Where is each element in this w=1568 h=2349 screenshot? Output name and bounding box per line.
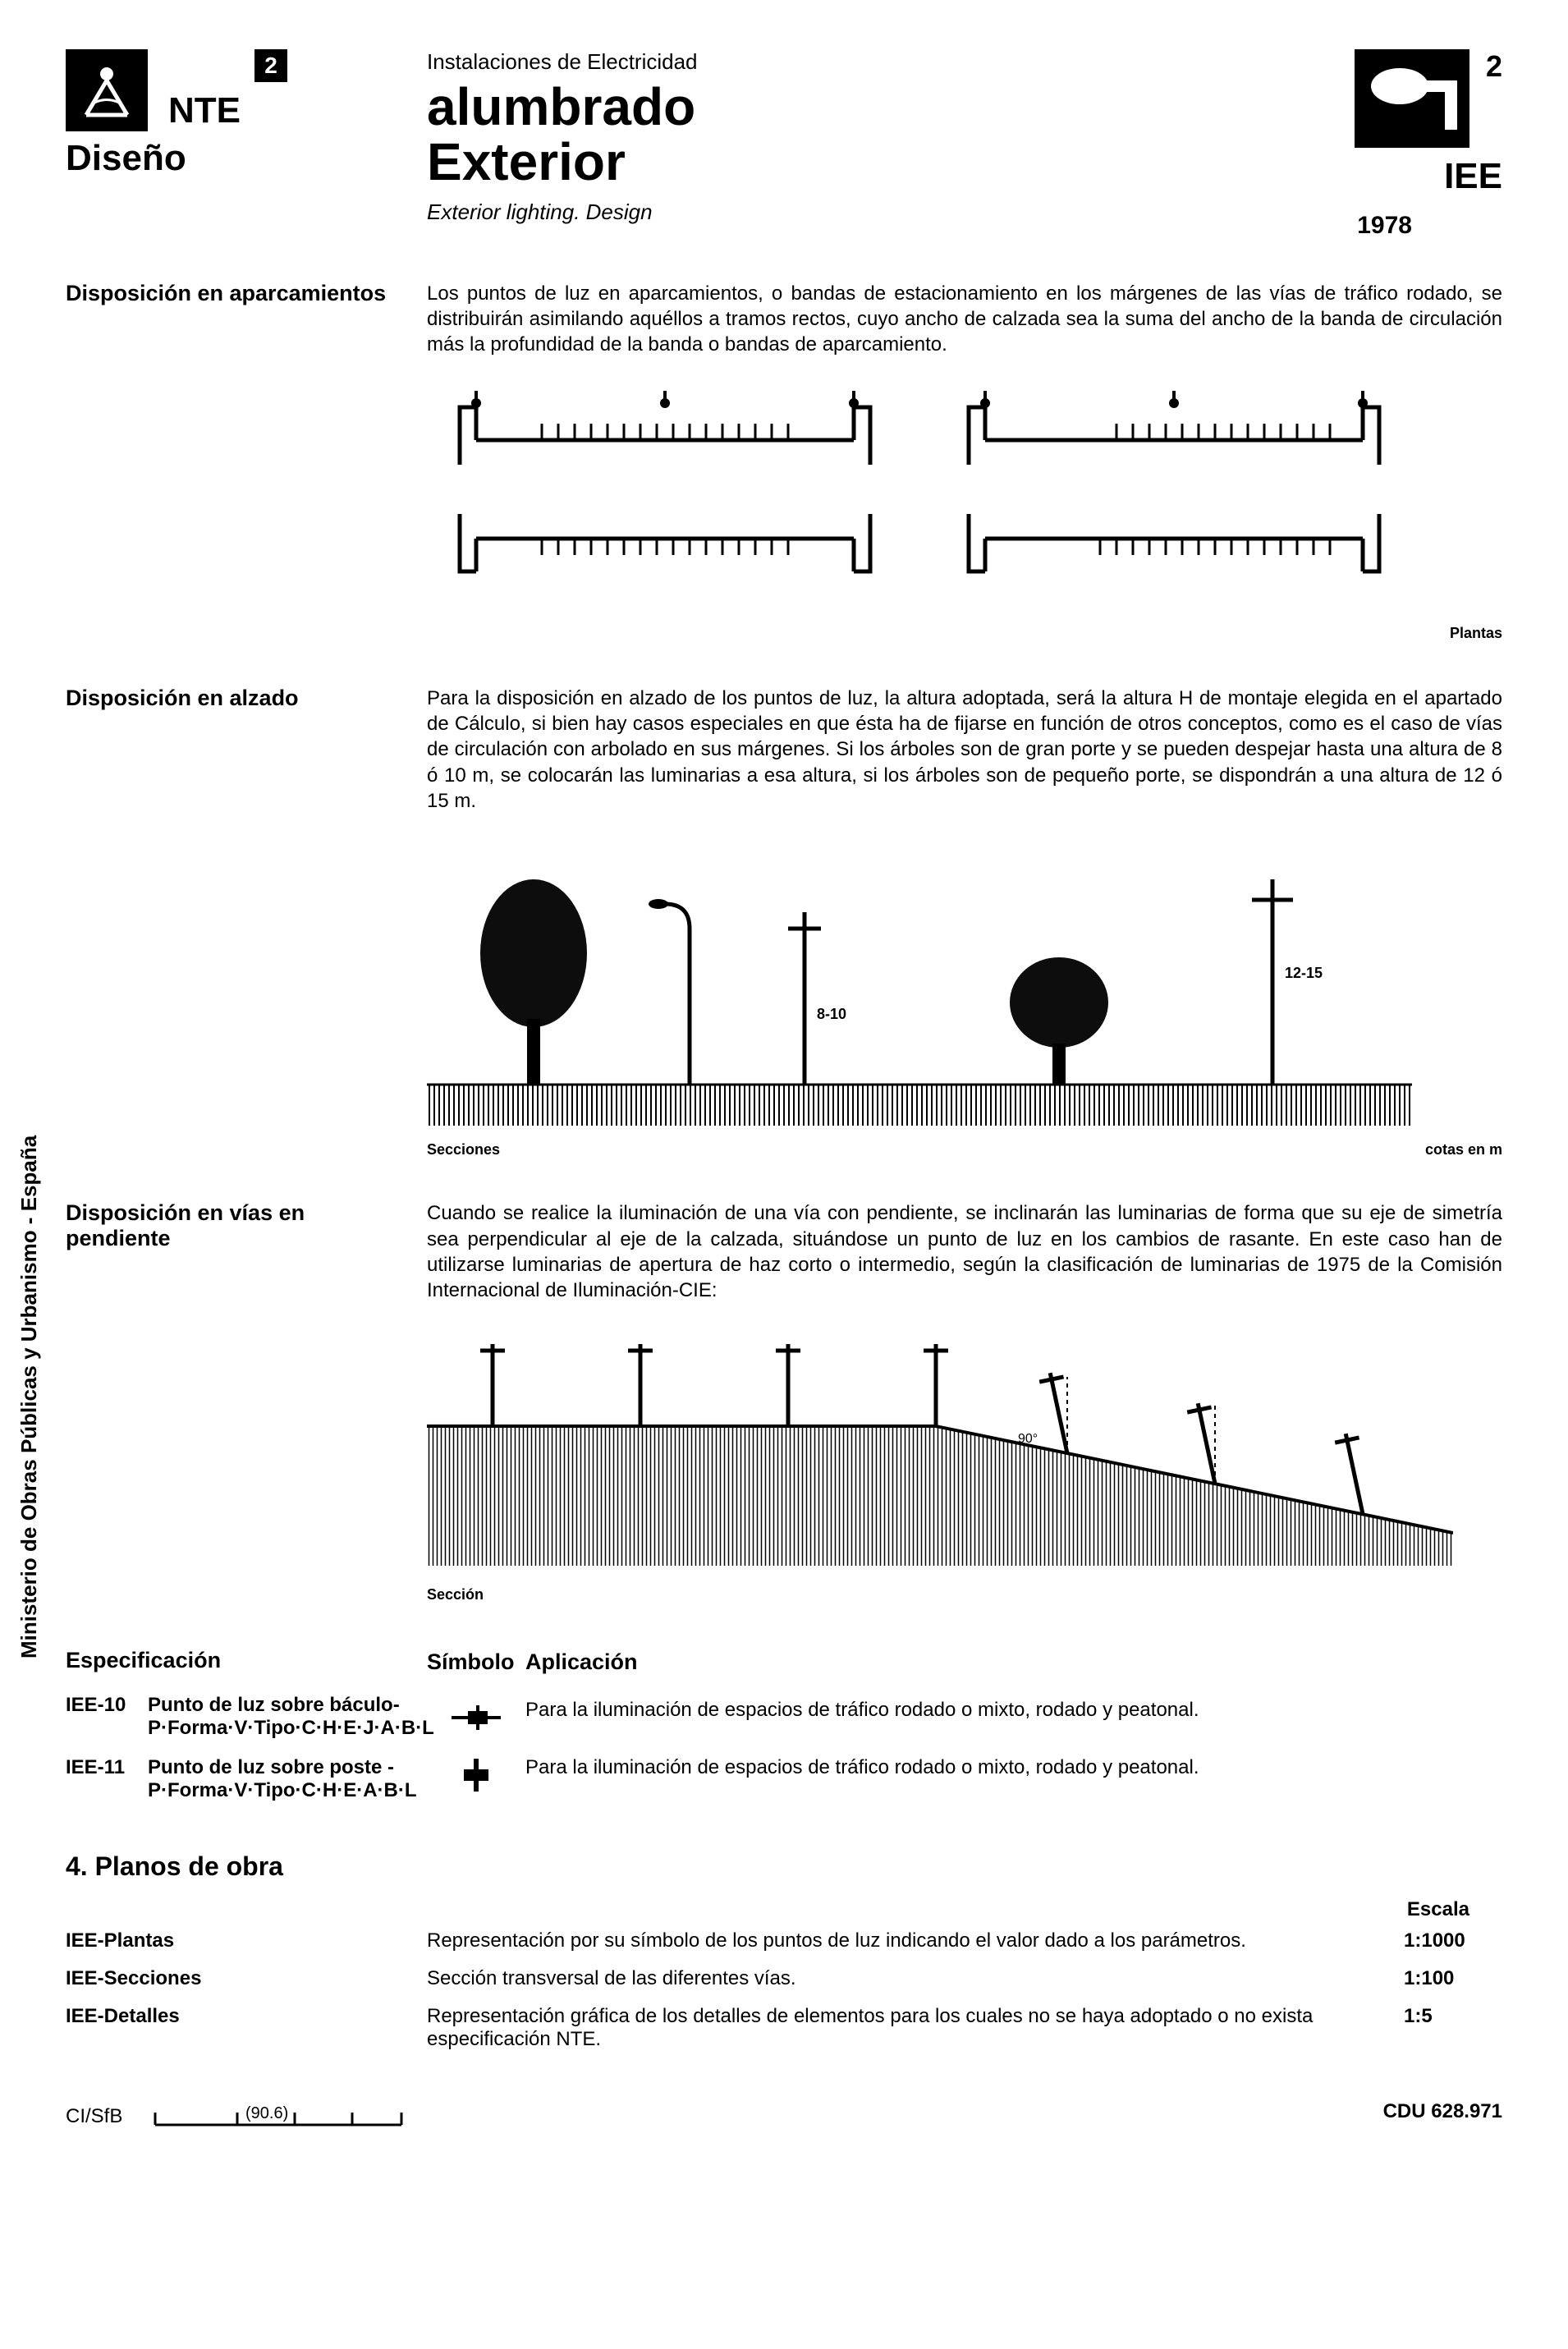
pre-title: Instalaciones de Electricidad — [427, 49, 1289, 75]
planos-scale-1: 1:100 — [1404, 1967, 1502, 1990]
symbol-baculo-icon — [427, 1697, 525, 1738]
planos-scale-2: 1:5 — [1404, 2005, 1502, 2051]
planos-label-2: IEE-Detalles — [66, 2005, 427, 2051]
aplicacion-header: Aplicación — [525, 1648, 638, 1677]
spec-desc-1: Punto de luz sobre poste -P·Forma·V·Tipo… — [148, 1756, 417, 1802]
planos-desc-2: Representación gráfica de los detalles d… — [427, 2005, 1404, 2051]
alzado-diagram: 8-10 12-15 Secciones cotas en m — [427, 838, 1502, 1160]
pendiente-label: Disposición en vías en pendiente — [66, 1200, 427, 1614]
diseno-label: Diseño — [66, 138, 378, 179]
footer: CI/SfB (90.6) CDU 628.971 — [66, 2100, 1502, 2133]
page-number-right: 2 — [1486, 49, 1502, 84]
nte-label: NTE — [168, 90, 241, 131]
app-text-1: Para la iluminación de espacios de tráfi… — [525, 1755, 1502, 1796]
nte-logo-icon — [66, 49, 148, 131]
plantas-label: Plantas — [1450, 625, 1502, 641]
angle-90: 90° — [1018, 1432, 1038, 1446]
main-title-2: Exterior — [427, 135, 1289, 190]
alzado-text: Para la disposición en alzado de los pun… — [427, 686, 1502, 814]
secciones-label: Secciones — [427, 1140, 500, 1159]
iee-label: IEE — [1444, 156, 1502, 197]
especificacion-label: Especificación IEE-10 Punto de luz sobre… — [66, 1648, 427, 1819]
aparcamientos-text: Los puntos de luz en aparcamientos, o ba… — [427, 281, 1502, 358]
aparcamientos-label: Disposición en aparcamientos — [66, 281, 427, 653]
cisb-label: CI/SfB — [66, 2105, 122, 2128]
planos-desc-0: Representación por su símbolo de los pun… — [427, 1929, 1404, 1952]
cdu-label: CDU 628.971 — [1383, 2100, 1502, 2133]
section-aparcamientos: Disposición en aparcamientos Los puntos … — [66, 281, 1502, 653]
simbolo-header: Símbolo — [427, 1648, 525, 1677]
year: 1978 — [1357, 212, 1412, 240]
header-left: 2 NTE Diseño — [66, 49, 378, 179]
header-right: 2 IEE 1978 — [1289, 49, 1502, 240]
section-pendiente: Disposición en vías en pendiente Cuando … — [66, 1200, 1502, 1614]
escala-header: Escala — [66, 1898, 1502, 1921]
height-8-10: 8-10 — [817, 1006, 846, 1022]
subtitle-en: Exterior lighting. Design — [427, 200, 1289, 225]
planos-label-0: IEE-Plantas — [66, 1929, 427, 1952]
planos-desc-1: Sección transversal de las diferentes ví… — [427, 1967, 1404, 1990]
lamp-logo-icon — [1355, 49, 1469, 148]
seccion-label: Sección — [427, 1586, 484, 1603]
scale-bar-icon: (90.6) — [147, 2100, 410, 2133]
pendiente-text: Cuando se realice la iluminación de una … — [427, 1200, 1502, 1303]
aparcamientos-diagram: Plantas — [427, 383, 1502, 645]
main-title-1: alumbrado — [427, 80, 1289, 135]
planos-title: 4. Planos de obra — [66, 1851, 1502, 1882]
pendiente-diagram: 90° Sección — [427, 1328, 1502, 1606]
alzado-label: Disposición en alzado — [66, 686, 427, 1168]
spec-code-0: IEE-10 — [66, 1694, 148, 1740]
cotas-label: cotas en m — [1425, 1140, 1502, 1159]
especificacion-heading: Especificación — [66, 1648, 402, 1673]
header-center: Instalaciones de Electricidad alumbrado … — [378, 49, 1289, 225]
height-12-15: 12-15 — [1285, 965, 1323, 981]
ministry-vertical-text: Ministerio de Obras Públicas y Urbanismo… — [16, 1136, 42, 1659]
section-alzado: Disposición en alzado Para la disposició… — [66, 686, 1502, 1168]
app-text-0: Para la iluminación de espacios de tráfi… — [525, 1697, 1502, 1738]
page-number-left: 2 — [254, 49, 287, 82]
scale-num: (90.6) — [245, 2104, 288, 2122]
spec-desc-0: Punto de luz sobre báculo-P·Forma·V·Tipo… — [148, 1694, 434, 1740]
section-planos: 4. Planos de obra Escala IEE-Plantas Rep… — [66, 1851, 1502, 2051]
planos-scale-0: 1:1000 — [1404, 1929, 1502, 1952]
section-especificacion: Especificación IEE-10 Punto de luz sobre… — [66, 1648, 1502, 1819]
spec-code-1: IEE-11 — [66, 1756, 148, 1802]
symbol-poste-icon — [427, 1755, 525, 1796]
document-header: 2 NTE Diseño Instalaciones de Electricid… — [66, 49, 1502, 240]
planos-label-1: IEE-Secciones — [66, 1967, 427, 1990]
